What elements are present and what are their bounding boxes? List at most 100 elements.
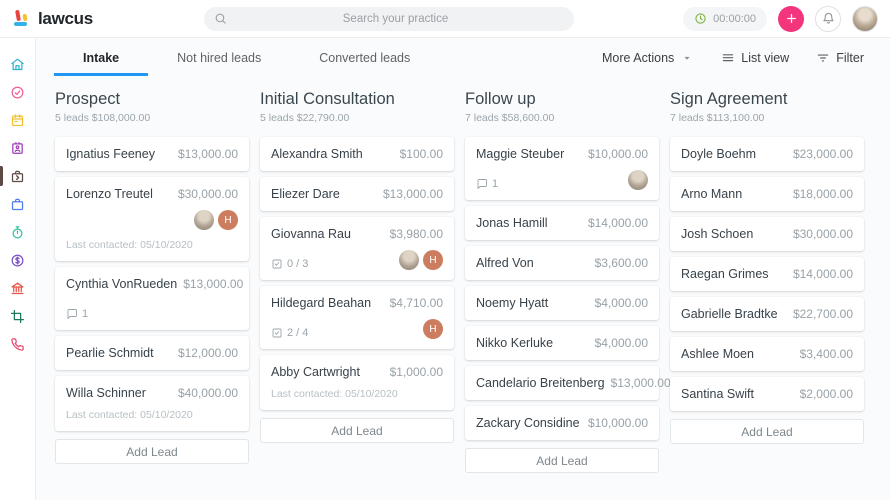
lead-card[interactable]: Raegan Grimes $14,000.00 (670, 257, 864, 291)
lead-amount: $13,000.00 (610, 376, 671, 390)
contact-card-icon (10, 141, 25, 156)
lead-card[interactable]: Pearlie Schmidt $12,000.00 (55, 336, 249, 370)
lead-card[interactable]: Josh Schoen $30,000.00 (670, 217, 864, 251)
sidebar-item-calendar[interactable] (0, 106, 35, 134)
sidebar-item-home[interactable] (0, 50, 35, 78)
lead-amount: $13,000.00 (382, 187, 443, 201)
lead-card[interactable]: Eliezer Dare $13,000.00 (260, 177, 454, 211)
sidebar-item-calls[interactable] (0, 330, 35, 358)
lead-card[interactable]: Giovanna Rau $3,980.00 0 / 3 H (260, 217, 454, 280)
lead-card[interactable]: Nikko Kerluke $4,000.00 (465, 326, 659, 360)
lead-card[interactable]: Jonas Hamill $14,000.00 (465, 206, 659, 240)
lead-card[interactable]: Cynthia VonRueden $13,000.00 1 (55, 267, 249, 330)
tab-intake[interactable]: Intake (54, 40, 149, 76)
lead-card[interactable]: Santina Swift $2,000.00 (670, 377, 864, 411)
lead-amount: $13,000.00 (183, 277, 244, 291)
assignee-avatars: H (399, 250, 443, 270)
clock-icon (694, 12, 707, 25)
lead-card[interactable]: Noemy Hyatt $4,000.00 (465, 286, 659, 320)
board-column: Initial Consultation 5 leads $22,790.00 … (260, 88, 454, 443)
home-icon (10, 57, 25, 72)
lead-name: Arno Mann (681, 187, 743, 201)
card-meta-row: 2 / 4 H (271, 319, 443, 339)
lead-card[interactable]: Alexandra Smith $100.00 (260, 137, 454, 171)
lead-amount: $14,000.00 (792, 267, 853, 281)
brand-logo[interactable]: lawcus (14, 9, 204, 29)
card-meta-row: 1 (66, 300, 238, 320)
filter-icon (816, 51, 830, 65)
column-title: Initial Consultation (260, 90, 395, 108)
phone-icon (10, 337, 25, 352)
lead-amount: $22,700.00 (792, 307, 853, 321)
lead-amount: $40,000.00 (177, 386, 238, 400)
assignee-avatars (628, 170, 648, 190)
lead-card[interactable]: Ignatius Feeney $13,000.00 (55, 137, 249, 171)
lead-name: Giovanna Rau (271, 227, 351, 241)
search-icon (214, 12, 227, 25)
checklist-progress: 0 / 3 (271, 258, 308, 270)
lead-card[interactable]: Lorenzo Treutel $30,000.00 H Last contac… (55, 177, 249, 261)
sidebar-item-matters[interactable] (0, 190, 35, 218)
more-actions-button[interactable]: More Actions (602, 51, 694, 65)
lead-card[interactable]: Zackary Considine $10,000.00 (465, 406, 659, 440)
kanban-board: Prospect 5 leads $108,000.00 Ignatius Fe… (36, 76, 890, 500)
notifications-button[interactable] (815, 5, 841, 32)
sidebar-item-leads[interactable] (0, 162, 35, 190)
board-column: Follow up 7 leads $58,600.00 Maggie Steu… (465, 88, 671, 473)
lead-card[interactable]: Candelario Breitenberg $13,000.00 (465, 366, 671, 400)
lead-amount: $2,000.00 (799, 387, 853, 401)
add-lead-button[interactable]: Add Lead (55, 439, 249, 464)
list-view-button[interactable]: List view (721, 51, 789, 65)
sidebar-item-trust[interactable] (0, 302, 35, 330)
sidebar-item-tasks[interactable] (0, 78, 35, 106)
checklist-icon (271, 327, 283, 339)
lead-name: Ignatius Feeney (66, 147, 155, 161)
column-summary: 7 leads $58,600.00 (465, 112, 555, 124)
add-lead-button[interactable]: Add Lead (465, 448, 659, 473)
sidebar-item-contacts[interactable] (0, 134, 35, 162)
sidebar-item-accounting[interactable] (0, 274, 35, 302)
create-new-button[interactable] (778, 5, 804, 32)
lead-card[interactable]: Alfred Von $3,600.00 (465, 246, 659, 280)
tab-converted-leads[interactable]: Converted leads (290, 40, 439, 76)
sidebar-item-billing[interactable] (0, 246, 35, 274)
add-lead-button[interactable]: Add Lead (260, 418, 454, 443)
lead-card[interactable]: Hildegard Beahan $4,710.00 2 / 4 H (260, 286, 454, 349)
crop-icon (10, 309, 25, 324)
lead-name: Nikko Kerluke (476, 336, 554, 350)
lead-name: Pearlie Schmidt (66, 346, 154, 360)
avatar-photo (194, 210, 214, 230)
user-avatar[interactable] (852, 5, 878, 32)
lead-amount: $12,000.00 (177, 346, 238, 360)
lead-card[interactable]: Willa Schinner $40,000.00 Last contacted… (55, 376, 249, 431)
top-bar: lawcus 00:00:00 (0, 0, 890, 38)
column-summary: 5 leads $22,790.00 (260, 112, 350, 124)
add-lead-button[interactable]: Add Lead (670, 419, 864, 444)
lead-card[interactable]: Maggie Steuber $10,000.00 1 (465, 137, 659, 200)
lead-card[interactable]: Ashlee Moen $3,400.00 (670, 337, 864, 371)
lead-card[interactable]: Gabrielle Bradtke $22,700.00 (670, 297, 864, 331)
lead-name: Gabrielle Bradtke (681, 307, 778, 321)
lead-amount: $100.00 (399, 147, 443, 161)
main-content: Intake Not hired leads Converted leads Mor… (36, 38, 890, 500)
column-summary: 5 leads $108,000.00 (55, 112, 151, 124)
global-search[interactable] (204, 6, 574, 31)
lead-card[interactable]: Abby Cartwright $1,000.00 Last contacted… (260, 355, 454, 410)
plus-icon (785, 12, 798, 25)
lead-amount: $4,710.00 (389, 296, 443, 310)
dollar-circle-icon (10, 253, 25, 268)
lead-amount: $4,000.00 (594, 296, 648, 310)
tab-not-hired-leads[interactable]: Not hired leads (148, 40, 290, 76)
filter-button[interactable]: Filter (816, 51, 864, 65)
comment-icon (66, 308, 78, 320)
lead-name: Alfred Von (476, 256, 534, 270)
sidebar-item-time[interactable] (0, 218, 35, 246)
column-cards: Doyle Boehm $23,000.00 Arno Mann $18,000… (670, 137, 864, 411)
column-cards: Maggie Steuber $10,000.00 1 Jonas Hamill… (465, 137, 671, 440)
checklist-icon (271, 258, 283, 270)
search-input[interactable] (227, 12, 564, 25)
lead-name: Doyle Boehm (681, 147, 757, 161)
timer-widget[interactable]: 00:00:00 (683, 6, 767, 31)
lead-card[interactable]: Arno Mann $18,000.00 (670, 177, 864, 211)
lead-card[interactable]: Doyle Boehm $23,000.00 (670, 137, 864, 171)
